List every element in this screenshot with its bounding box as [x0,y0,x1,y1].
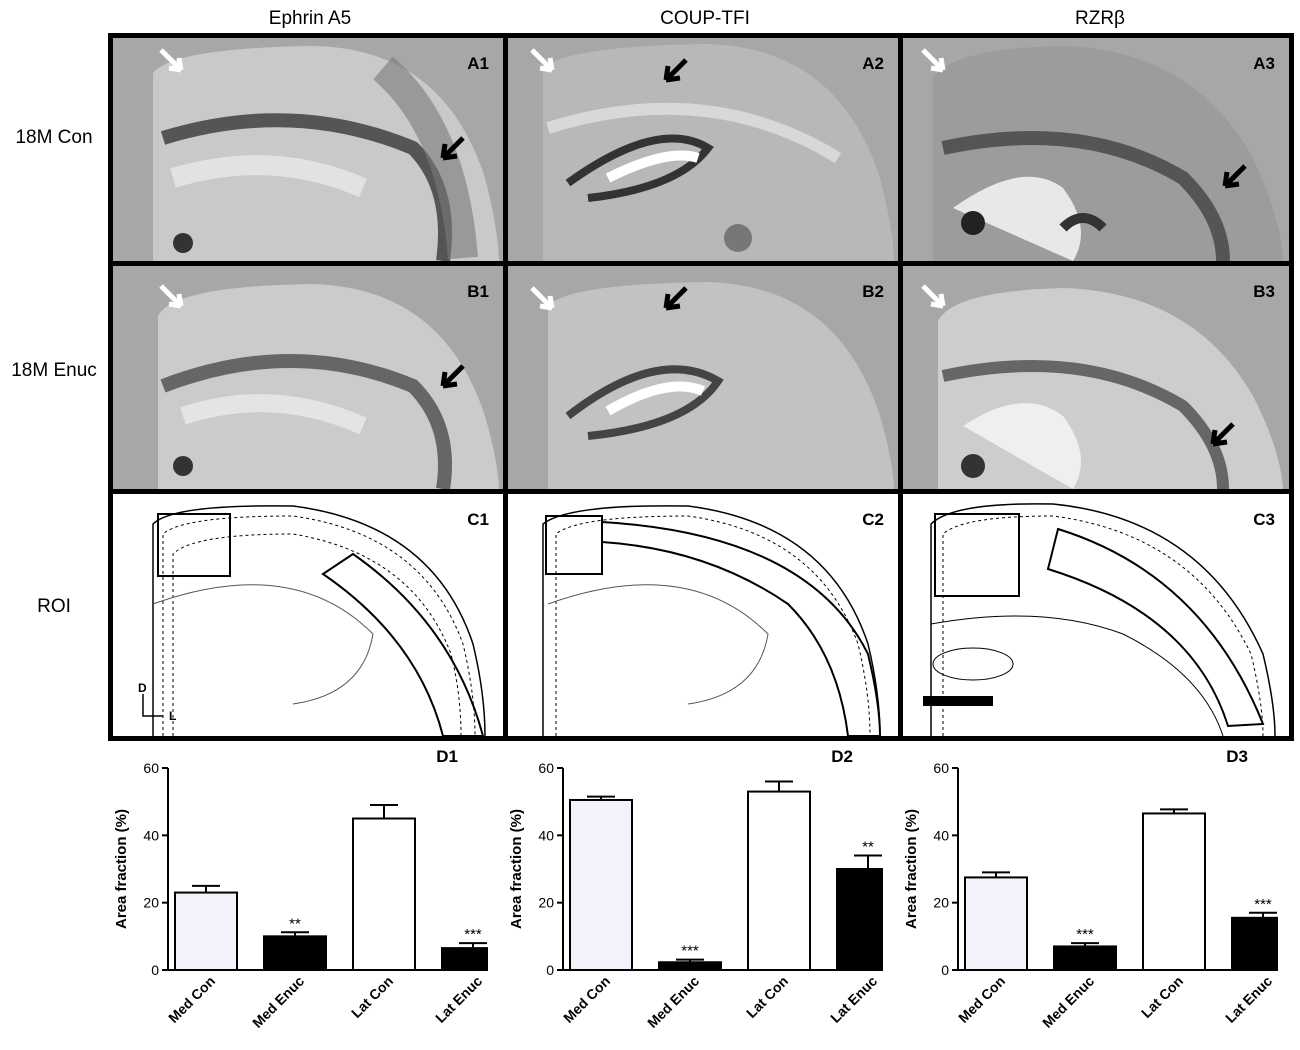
brain-section-image [158,284,499,489]
panel-label: B2 [862,282,884,301]
y-axis-label: Area fraction (%) [508,809,525,929]
panel-label: A3 [1253,54,1275,73]
panel-label: B3 [1253,282,1275,301]
bar [569,798,633,971]
significance-label: *** [464,926,482,943]
bar [1142,812,1206,971]
brain-section-image [530,282,894,489]
column-header-ephrin: Ephrin A5 [268,8,352,29]
bar [836,868,900,971]
bar [263,935,327,971]
panel-a1: A1 [113,38,503,261]
bar-chart-d2: D2 0 20 40 60 Area fraction (%) Med Con *** Med … [503,747,903,1045]
significance-label: ** [289,915,301,932]
x-tick-label: Lat Con [348,973,396,1021]
x-tick-label: Lat Con [1138,973,1186,1021]
panel-label: D2 [831,748,853,766]
significance-label: *** [681,943,699,960]
panel-label: B1 [467,282,489,301]
x-tick-label: Lat Enuc [827,973,880,1026]
x-tick-label: Med Con [560,973,613,1026]
bar [747,790,811,971]
column-header-coup-tfi: COUP-TFI [660,8,750,29]
lateral-label: L [169,709,176,723]
bar [658,961,722,972]
image-grid: A1 A2 A3 [108,33,1294,741]
y-tick-label: 0 [151,962,159,978]
y-tick-label: 0 [941,962,949,978]
brain-section-image [921,284,1283,489]
x-tick-label: Med Enuc [249,973,307,1031]
panel-label: A2 [862,54,884,73]
panel-b3: B3 [903,266,1289,489]
y-tick-label: 40 [933,827,949,843]
x-tick-label: Lat Con [743,973,791,1021]
panel-label: D1 [436,748,458,766]
panel-b1: B1 [113,266,503,489]
x-tick-label: Med Con [955,973,1008,1026]
y-axis-label: Area fraction (%) [903,809,920,929]
panel-c2: C2 [508,494,898,736]
bar [1053,945,1117,971]
y-tick-label: 20 [143,895,159,911]
significance-label: ** [862,839,874,856]
panel-a2: A2 [508,38,898,261]
panel-b2: B2 [508,266,898,489]
bar-chart-d1: D1 0 20 40 60 Area fraction (%) Med Con ** Med E… [108,747,508,1045]
bar [1231,916,1295,971]
x-tick-label: Med Enuc [644,973,702,1031]
y-tick-label: 0 [546,962,554,978]
x-tick-label: Med Con [165,973,218,1026]
x-tick-label: Med Enuc [1039,973,1097,1031]
bar [174,891,238,971]
dorsal-label: D [138,681,147,695]
y-tick-label: 60 [143,760,159,776]
significance-label: *** [1254,896,1272,913]
y-axis-label: Area fraction (%) [113,809,130,929]
significance-label: *** [1076,926,1094,943]
bar-chart-d3: D3 0 20 40 60 Area fraction (%) Med Con *** Med … [898,747,1298,1045]
bar [964,876,1028,972]
panel-c1: D L C1 [113,494,503,736]
y-tick-label: 40 [538,827,554,843]
brain-section-image [921,46,1283,261]
panel-label: A1 [467,54,489,73]
brain-section-image [530,44,894,261]
bar [352,817,416,971]
roi-outline-drawing [923,503,1276,736]
roi-outline-drawing: D L [138,505,486,736]
x-tick-label: Lat Enuc [1222,973,1275,1026]
panel-label: C2 [862,510,884,529]
y-tick-label: 20 [538,895,554,911]
column-header-rzrb: RZRβ [1075,8,1125,29]
panel-label: D3 [1226,748,1248,766]
panel-label: C3 [1253,510,1275,529]
row-label-control: 18M Con [15,127,93,148]
brain-section-image [153,46,499,261]
x-tick-label: Lat Enuc [432,973,485,1026]
y-tick-label: 60 [933,760,949,776]
panel-a3: A3 [903,38,1289,261]
row-label-enucleated: 18M Enuc [11,360,97,381]
bar [441,947,505,972]
roi-outline-drawing [542,505,882,736]
y-tick-label: 60 [538,760,554,776]
y-tick-label: 20 [933,895,949,911]
panel-label: C1 [467,510,489,529]
row-label-roi: ROI [37,596,71,617]
scale-bar [923,696,993,706]
y-tick-label: 40 [143,827,159,843]
panel-c3: C3 [903,494,1289,736]
